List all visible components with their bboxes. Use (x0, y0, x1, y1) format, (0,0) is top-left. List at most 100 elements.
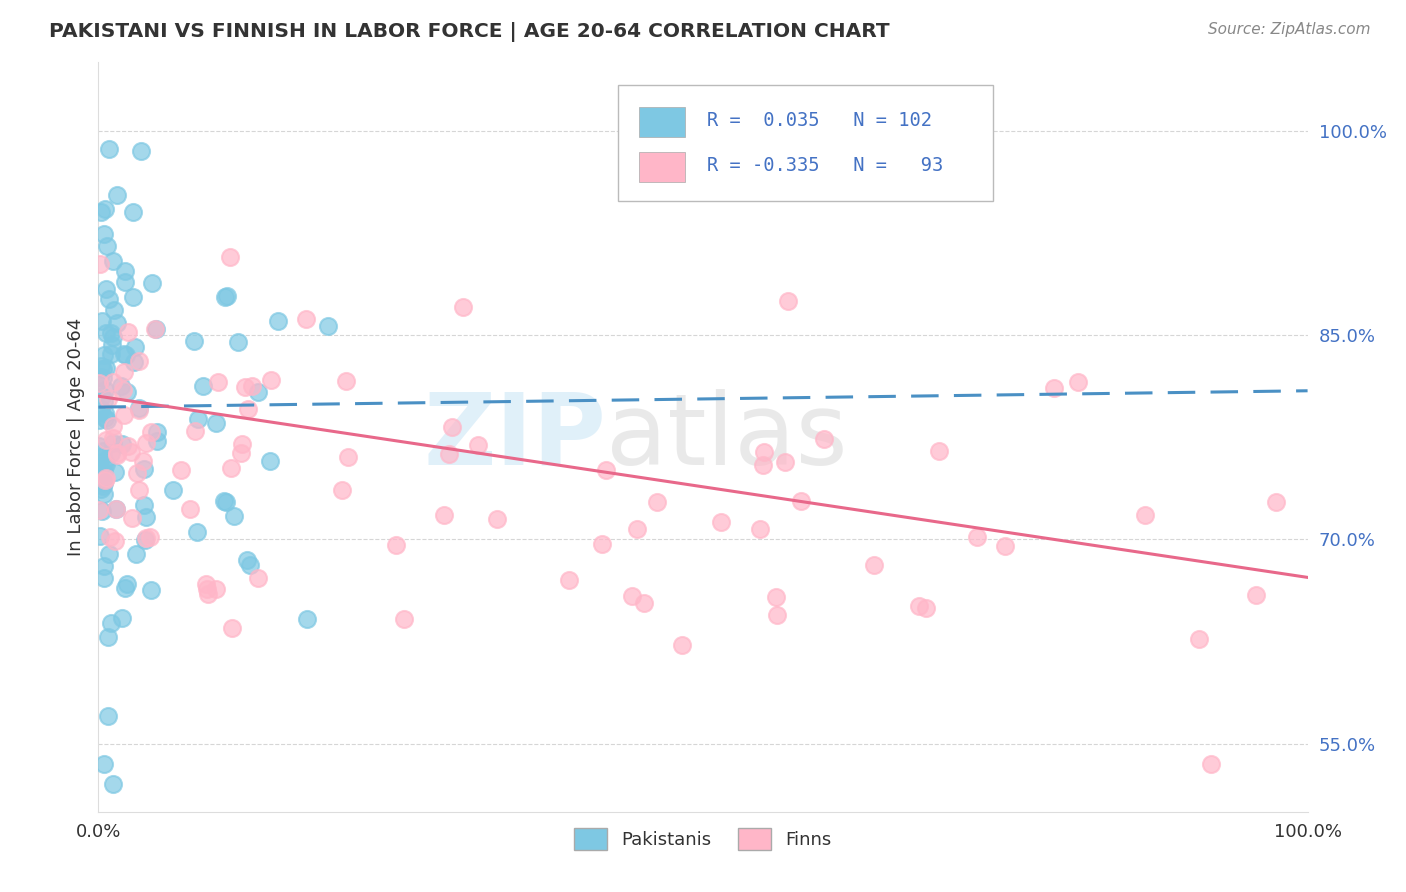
Point (90, 483, 112, 497)
Point (205, 416, 228, 430)
Point (89, 439, 111, 453)
Point (184, 424, 207, 438)
Point (89, 256, 111, 270)
Point (247, 570, 270, 584)
Point (776, 293, 799, 308)
Point (207, 375, 229, 389)
Point (187, 411, 209, 425)
Point (205, 582, 228, 596)
Point (101, 330, 124, 344)
Point (94, 471, 117, 485)
Point (143, 322, 166, 336)
Point (135, 531, 157, 545)
Point (112, 383, 135, 397)
Point (89, 369, 111, 384)
Point (101, 253, 124, 268)
Point (813, 432, 835, 446)
Point (139, 531, 162, 545)
Point (221, 621, 243, 635)
Point (710, 516, 733, 530)
Point (259, 454, 281, 468)
Point (93, 465, 115, 479)
Point (626, 522, 648, 536)
Point (222, 508, 245, 523)
Point (433, 508, 456, 522)
Text: ZIP: ZIP (423, 389, 606, 485)
Point (169, 463, 191, 477)
Point (214, 494, 236, 508)
Point (104, 465, 127, 479)
Point (467, 438, 489, 452)
Point (87, 470, 110, 484)
Point (128, 402, 150, 417)
Point (125, 547, 148, 561)
Point (215, 494, 238, 508)
Point (121, 511, 143, 525)
Point (117, 326, 139, 340)
Point (100, 446, 122, 460)
FancyBboxPatch shape (638, 153, 685, 182)
Point (112, 347, 135, 361)
Point (595, 463, 617, 477)
Point (89, 529, 111, 543)
Text: R = -0.335   N =   93: R = -0.335 N = 93 (707, 155, 943, 175)
Point (748, 522, 770, 536)
Point (236, 402, 259, 417)
Point (141, 582, 163, 597)
Point (98, 547, 121, 561)
Point (93, 202, 115, 216)
Point (101, 338, 124, 352)
Point (591, 537, 613, 551)
Point (132, 498, 155, 512)
Point (336, 450, 359, 465)
Point (91, 389, 114, 403)
Point (385, 538, 408, 552)
Point (112, 408, 135, 422)
Point (122, 204, 145, 219)
Point (139, 425, 162, 439)
Point (94, 326, 117, 340)
Point (191, 378, 214, 392)
Point (1265, 495, 1288, 509)
Point (96, 239, 118, 253)
Point (928, 444, 950, 458)
Point (195, 582, 218, 597)
Point (645, 495, 668, 509)
Point (115, 348, 138, 362)
Point (671, 639, 693, 653)
Point (87, 458, 110, 473)
Point (105, 501, 128, 516)
Point (111, 437, 134, 451)
Point (135, 510, 157, 524)
Point (240, 378, 263, 392)
Point (440, 419, 463, 434)
Point (105, 188, 128, 202)
Point (94, 454, 117, 468)
Point (295, 311, 318, 326)
Point (197, 587, 219, 601)
Point (103, 431, 125, 445)
Point (228, 334, 250, 349)
Y-axis label: In Labor Force | Age 20-64: In Labor Force | Age 20-64 (66, 318, 84, 557)
Point (93, 227, 115, 241)
Point (93, 486, 115, 500)
Point (134, 533, 156, 547)
Point (94, 473, 117, 487)
Point (105, 448, 128, 462)
Point (89, 413, 111, 427)
Point (1244, 588, 1267, 602)
Point (451, 301, 474, 315)
Point (97, 293, 120, 307)
Point (100, 326, 122, 341)
Point (335, 374, 357, 388)
Point (98, 142, 121, 156)
Point (117, 385, 139, 400)
Point (141, 276, 163, 290)
Text: R =  0.035   N = 102: R = 0.035 N = 102 (707, 111, 932, 129)
Point (128, 483, 150, 498)
Point (183, 334, 205, 348)
Point (90, 401, 112, 416)
Point (115, 576, 138, 591)
Point (1199, 757, 1222, 772)
Point (392, 612, 415, 626)
